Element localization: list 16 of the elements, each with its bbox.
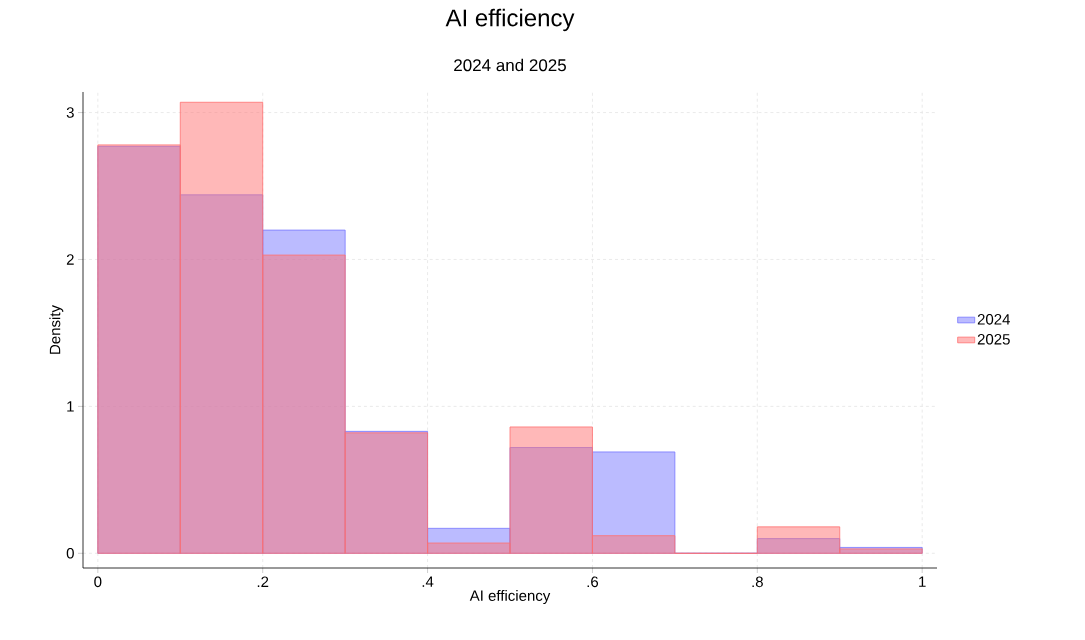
chart-title: AI efficiency xyxy=(445,8,575,32)
y-tick-label: 2 xyxy=(66,254,74,265)
y-tick-label: 3 xyxy=(66,107,74,118)
x-tick-label: 1 xyxy=(919,576,926,587)
x-tick-label: 0 xyxy=(94,576,102,588)
y-axis-title: Density xyxy=(49,305,64,354)
x-tick-label: .4 xyxy=(422,576,434,587)
legend-label: 2024 xyxy=(977,314,1011,325)
x-tick-label: .6 xyxy=(587,576,599,588)
y-tick-label: 0 xyxy=(66,548,74,559)
x-tick-label: .2 xyxy=(257,576,269,587)
y-tick-label: 1 xyxy=(67,401,74,412)
x-tick-label: .8 xyxy=(752,576,763,588)
x-axis-title: AI efficiency xyxy=(469,589,551,604)
chart-subtitle: 2024 and 2025 xyxy=(454,58,566,72)
legend-label: 2025 xyxy=(977,333,1010,345)
